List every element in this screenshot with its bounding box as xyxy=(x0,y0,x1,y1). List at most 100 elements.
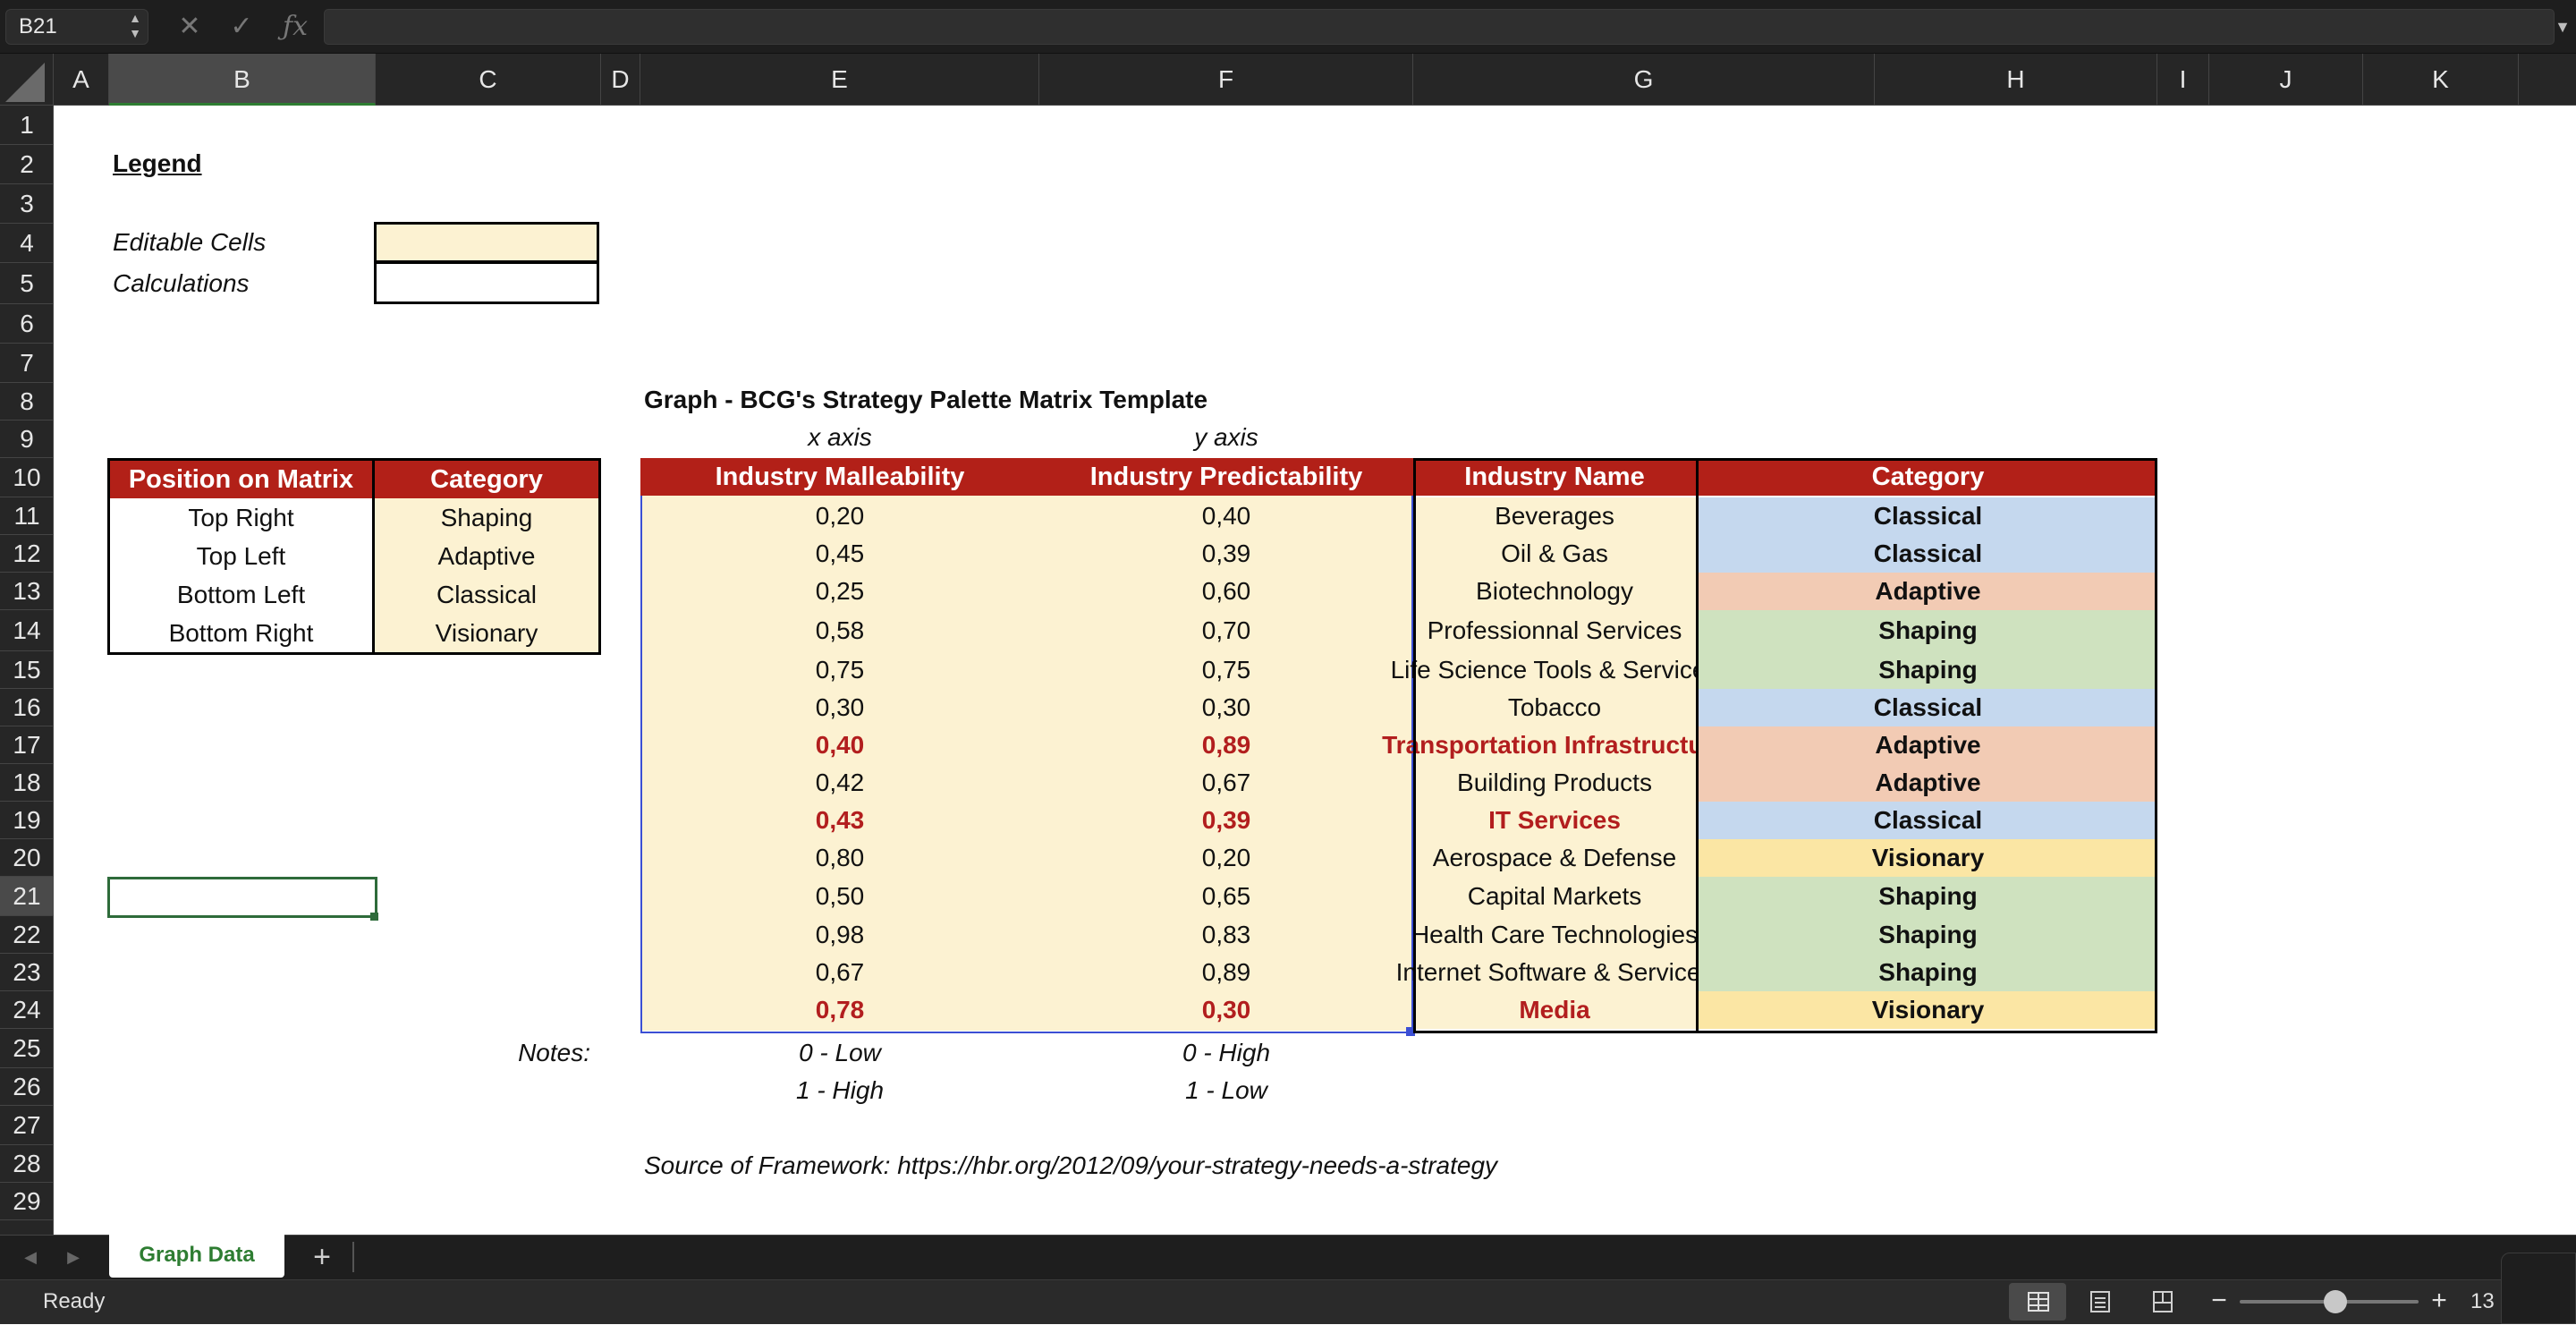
row-header-2[interactable]: 2 xyxy=(0,145,54,184)
selected-cell-b21[interactable] xyxy=(107,877,377,918)
column-header-a[interactable]: A xyxy=(54,54,109,106)
zoom-in-button[interactable]: + xyxy=(2431,1286,2447,1315)
row-header-29[interactable]: 29 xyxy=(0,1183,54,1220)
row-header-27[interactable]: 27 xyxy=(0,1106,54,1145)
industry-malleability-cell[interactable]: 0,58 xyxy=(815,616,865,644)
position-cell[interactable]: Top Left xyxy=(110,537,375,575)
industry-predictability-cell[interactable]: 0,30 xyxy=(1201,693,1251,721)
fill-handle[interactable] xyxy=(1406,1027,1415,1036)
row-header-7[interactable]: 7 xyxy=(0,344,54,383)
position-category-cell[interactable]: Adaptive xyxy=(375,537,598,575)
row-header-11[interactable]: 11 xyxy=(0,497,54,535)
legend-calculations-swatch[interactable] xyxy=(374,261,599,304)
category-cell[interactable]: Visionary xyxy=(1699,839,2157,877)
row-header-9[interactable]: 9 xyxy=(0,420,54,458)
industry-malleability-cell[interactable]: 0,43 xyxy=(815,806,865,834)
position-category-cell[interactable]: Visionary xyxy=(375,614,598,652)
category-cell[interactable]: Adaptive xyxy=(1699,764,2157,802)
category-cell[interactable]: Shaping xyxy=(1699,610,2157,651)
industry-predictability-cell[interactable]: 0,40 xyxy=(1201,502,1251,530)
row-header-24[interactable]: 24 xyxy=(0,991,54,1029)
column-header-c[interactable]: C xyxy=(376,54,601,106)
column-header-k[interactable]: K xyxy=(2363,54,2519,106)
formula-input[interactable] xyxy=(324,9,2555,45)
position-category-header[interactable]: Category xyxy=(375,461,598,498)
industry-malleability-cell[interactable]: 0,80 xyxy=(815,844,865,871)
row-header-13[interactable]: 13 xyxy=(0,573,54,610)
column-header-i[interactable]: I xyxy=(2157,54,2209,106)
column-header-e[interactable]: E xyxy=(640,54,1039,106)
industry-malleability-cell[interactable]: 0,30 xyxy=(815,693,865,721)
row-header-6[interactable]: 6 xyxy=(0,304,54,344)
industry-predictability-cell[interactable]: 0,83 xyxy=(1201,921,1251,948)
zoom-level[interactable]: 13 xyxy=(2470,1289,2495,1313)
category-cell[interactable]: Classical xyxy=(1699,535,2157,573)
industry-name-cell[interactable]: Biotechnology xyxy=(1413,573,1696,610)
industry-malleability-cell[interactable]: 0,20 xyxy=(815,502,865,530)
industry-name-cell[interactable]: Capital Markets xyxy=(1413,877,1696,916)
industry-malleability-cell[interactable]: 0,50 xyxy=(815,882,865,910)
position-header[interactable]: Position on Matrix xyxy=(110,461,375,498)
industry-name-cell[interactable]: Beverages xyxy=(1413,497,1696,535)
fx-icon[interactable]: ƒx xyxy=(282,11,309,42)
page-break-button[interactable] xyxy=(2134,1283,2191,1321)
row-header-16[interactable]: 16 xyxy=(0,689,54,726)
row-header-15[interactable]: 15 xyxy=(0,651,54,689)
industry-predictability-cell[interactable]: 0,60 xyxy=(1201,577,1251,605)
row-header-14[interactable]: 14 xyxy=(0,610,54,651)
industry-name-cell[interactable]: Professionnal Services xyxy=(1413,610,1696,651)
industry-predictability-cell[interactable]: 0,39 xyxy=(1201,806,1251,834)
selected-cell-fill-handle[interactable] xyxy=(370,913,378,921)
row-header-8[interactable]: 8 xyxy=(0,383,54,420)
zoom-out-button[interactable]: − xyxy=(2211,1286,2227,1315)
position-cell[interactable]: Bottom Right xyxy=(110,614,375,652)
legend-editable-swatch[interactable] xyxy=(374,222,599,263)
industry-predictability-cell[interactable]: 0,65 xyxy=(1201,882,1251,910)
industry-name-cell[interactable]: Building Products xyxy=(1413,764,1696,802)
row-header-25[interactable]: 25 xyxy=(0,1029,54,1068)
zoom-slider-thumb[interactable] xyxy=(2324,1290,2347,1313)
normal-view-button[interactable] xyxy=(2009,1283,2066,1321)
industry-name-cell[interactable]: Oil & Gas xyxy=(1413,535,1696,573)
category-cell[interactable]: Classical xyxy=(1699,689,2157,726)
category-cell[interactable]: Adaptive xyxy=(1699,726,2157,764)
column-header-f[interactable]: F xyxy=(1039,54,1413,106)
industry-name-cell[interactable]: Transportation Infrastructure xyxy=(1382,726,1727,764)
position-category-cell[interactable]: Classical xyxy=(375,575,598,614)
column-header-g[interactable]: G xyxy=(1413,54,1875,106)
industry-name-cell[interactable]: Tobacco xyxy=(1413,689,1696,726)
category-cell[interactable]: Shaping xyxy=(1699,916,2157,954)
position-cell[interactable]: Top Right xyxy=(110,498,375,537)
industry-malleability-cell[interactable]: 0,67 xyxy=(815,958,865,986)
category-cell[interactable]: Classical xyxy=(1699,802,2157,839)
row-header-28[interactable]: 28 xyxy=(0,1145,54,1183)
column-header-b[interactable]: B xyxy=(109,54,376,106)
industry-predictability-cell[interactable]: 0,20 xyxy=(1201,844,1251,871)
row-header-23[interactable]: 23 xyxy=(0,954,54,991)
industry-malleability-cell[interactable]: 0,78 xyxy=(815,996,865,1023)
position-category-cell[interactable]: Shaping xyxy=(375,498,598,537)
category-cell[interactable]: Shaping xyxy=(1699,877,2157,916)
industry-malleability-cell[interactable]: 0,42 xyxy=(815,769,865,796)
category-cell[interactable]: Shaping xyxy=(1699,651,2157,689)
up-down-stepper-icon[interactable]: ▲ ▼ xyxy=(129,11,141,40)
industry-malleability-cell[interactable]: 0,45 xyxy=(815,539,865,567)
position-cell[interactable]: Bottom Left xyxy=(110,575,375,614)
column-header-h[interactable]: H xyxy=(1875,54,2157,106)
row-header-20[interactable]: 20 xyxy=(0,839,54,877)
add-sheet-button[interactable]: + xyxy=(313,1240,331,1274)
row-header-18[interactable]: 18 xyxy=(0,764,54,802)
industry-predictability-cell[interactable]: 0,89 xyxy=(1201,958,1251,986)
previous-sheet-icon[interactable]: ◀ xyxy=(24,1248,37,1266)
industry-malleability-cell[interactable]: 0,98 xyxy=(815,921,865,948)
industry-name-header[interactable]: Industry Name xyxy=(1413,458,1696,496)
industry-predictability-cell[interactable]: 0,75 xyxy=(1201,656,1251,684)
industry-malleability-cell[interactable]: 0,40 xyxy=(815,731,865,759)
name-box[interactable]: B21 xyxy=(5,9,148,45)
industry-name-cell[interactable]: Life Science Tools & Services xyxy=(1391,651,1718,689)
row-header-1[interactable]: 1 xyxy=(0,106,54,145)
row-header-19[interactable]: 19 xyxy=(0,802,54,839)
checkmark-icon[interactable]: ✓ xyxy=(230,12,253,41)
cancel-x-icon[interactable]: ✕ xyxy=(178,12,201,41)
industry-name-cell[interactable]: Internet Software & Services xyxy=(1396,954,1713,991)
